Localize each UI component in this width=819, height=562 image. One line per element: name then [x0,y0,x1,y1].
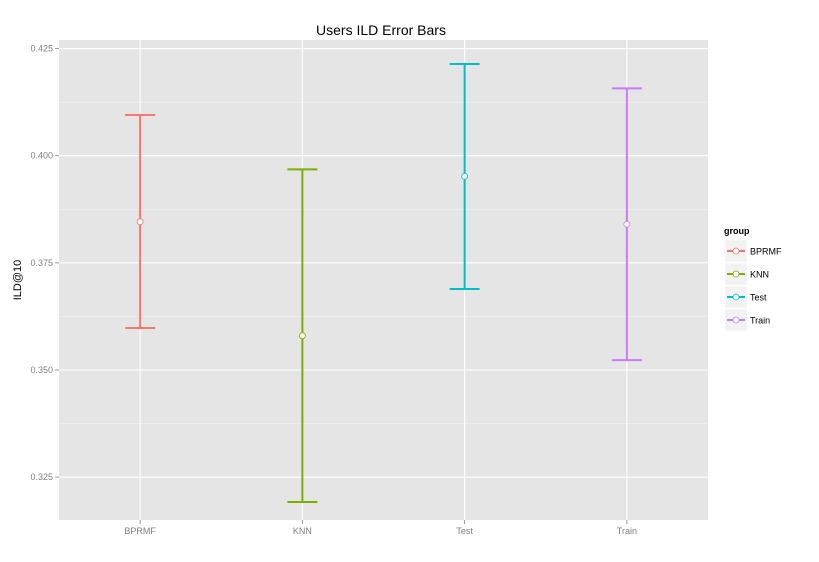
y-axis-label: ILD@10 [12,260,24,301]
mean-point [461,172,469,180]
y-tick-label: 0.325 [30,472,53,482]
x-tick-label: Test [456,526,473,536]
legend-label: BPRMF [750,247,782,257]
x-tick-label: BPRMF [124,526,156,536]
legend-item-train: Train [724,308,770,332]
plot-panel-background [59,40,708,520]
x-axis: BPRMF KNN Test Train [124,520,637,536]
y-tick-label: 0.375 [30,258,53,268]
legend-item-test: Test [724,285,767,309]
error-bar-knn [287,168,318,503]
legend-item-bprmf: BPRMF [724,239,782,263]
legend-key-point [732,270,740,278]
legend-label: Train [750,316,770,326]
legend-title: group [724,226,750,236]
y-tick-label: 0.350 [30,365,53,375]
error-bar-train [611,87,642,362]
chart-title: Users ILD Error Bars [316,22,446,38]
legend-label: KNN [750,270,769,280]
y-tick-label: 0.400 [30,151,53,161]
x-tick-label: Train [617,526,637,536]
error-bar-bprmf [125,114,156,329]
legend: group BPRMF KNN Test Train [724,226,782,332]
error-bars [125,63,642,503]
legend-key-point [732,316,740,324]
mean-point [623,220,631,228]
legend-item-knn: KNN [724,262,769,286]
legend-key-point [732,247,740,255]
legend-label: Test [750,293,767,303]
plot-area [59,40,708,520]
legend-items: BPRMF KNN Test Train [724,239,782,332]
x-tick-label: KNN [293,526,312,536]
error-bar-test [449,63,480,290]
y-tick-label: 0.425 [30,44,53,54]
mean-point [136,218,144,226]
y-axis: 0.325 0.350 0.375 0.400 0.425 [30,44,59,482]
legend-key-point [732,293,740,301]
mean-point [298,332,306,340]
